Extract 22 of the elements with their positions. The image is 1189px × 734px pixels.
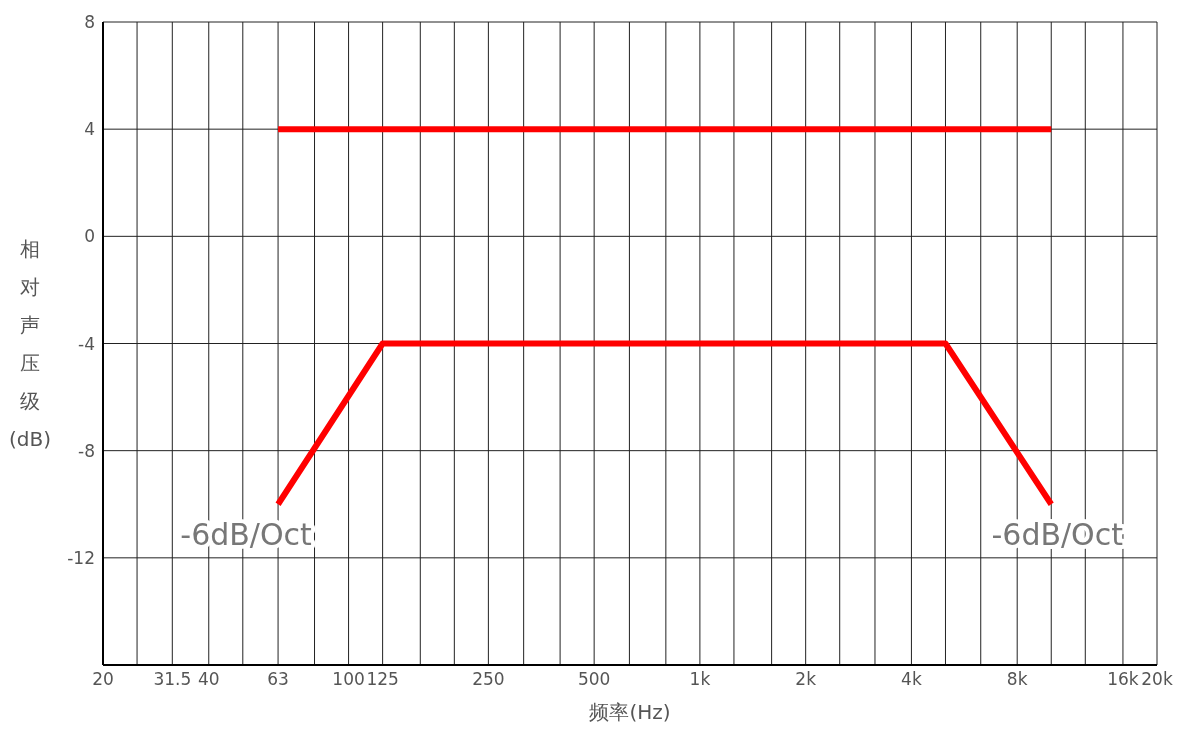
x-tick-label: 250 bbox=[472, 669, 505, 690]
y-tick-label: -12 bbox=[67, 547, 95, 568]
x-tick-label: 63 bbox=[267, 669, 289, 690]
x-tick-label: 100 bbox=[332, 669, 365, 690]
x-tick-label: 20k bbox=[1141, 669, 1173, 690]
x-tick-label: 31.5 bbox=[153, 669, 192, 690]
x-tick-label: 4k bbox=[901, 669, 922, 690]
y-tick-label: 0 bbox=[84, 226, 95, 247]
y-axis-title: 相对声压级(dB) bbox=[8, 236, 52, 451]
y-tick-label: 4 bbox=[84, 119, 95, 140]
x-tick-label: 20 bbox=[92, 669, 114, 690]
x-tick-label: 500 bbox=[577, 669, 611, 690]
x-axis-title: 频率(Hz) bbox=[589, 700, 671, 724]
x-tick-label: 125 bbox=[366, 669, 399, 690]
y-tick-label: 8 bbox=[84, 12, 95, 33]
x-tick-label: 1k bbox=[689, 669, 711, 690]
x-tick-label: 16k bbox=[1107, 669, 1139, 690]
x-tick-label: 40 bbox=[197, 669, 220, 690]
x-tick-label: 8k bbox=[1006, 669, 1028, 690]
y-tick-label: -4 bbox=[78, 333, 95, 354]
x-tick-label: 2k bbox=[795, 669, 817, 690]
y-tick-label: -8 bbox=[78, 440, 95, 461]
